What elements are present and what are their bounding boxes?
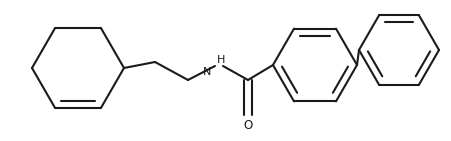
Text: N: N bbox=[202, 67, 211, 77]
Text: O: O bbox=[244, 119, 253, 132]
Text: H: H bbox=[217, 55, 226, 65]
